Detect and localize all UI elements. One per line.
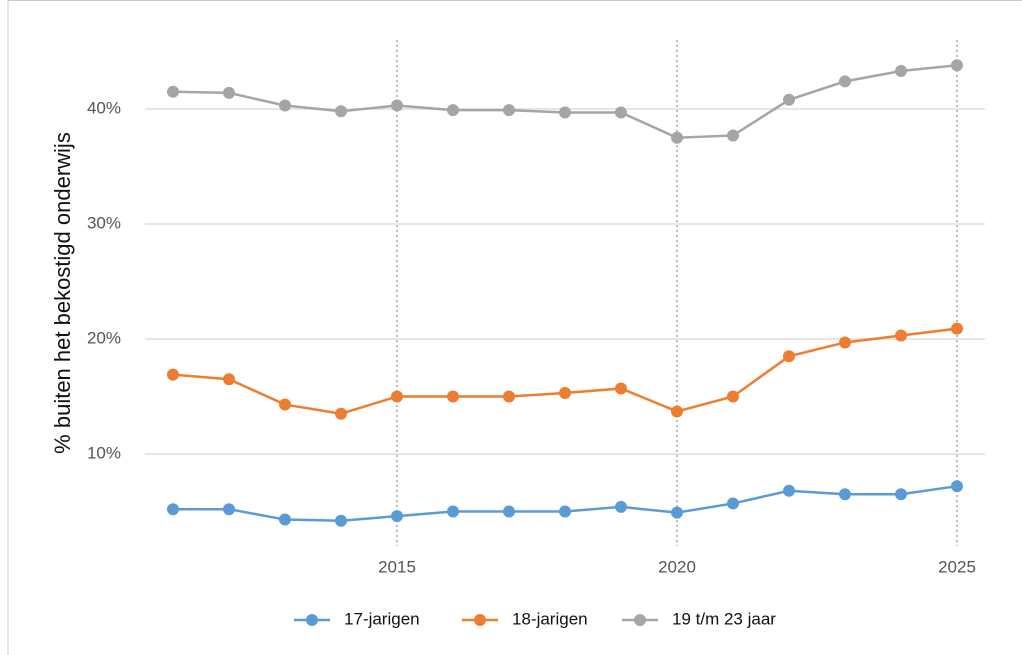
data-point (951, 322, 963, 335)
data-point (671, 405, 683, 418)
data-point (223, 86, 235, 99)
y-axis-label: % buiten het bekostigd onderwijs (50, 132, 75, 454)
data-point (391, 510, 403, 523)
frame (7, 0, 1022, 655)
data-point (279, 99, 291, 112)
data-point (727, 497, 739, 510)
data-point (335, 514, 347, 527)
data-point (615, 106, 627, 119)
data-point (559, 106, 571, 119)
data-point (503, 104, 515, 117)
legend-marker (634, 614, 646, 626)
data-point (559, 505, 571, 518)
data-point (223, 503, 235, 516)
data-point (279, 513, 291, 526)
data-point (727, 390, 739, 403)
data-point (727, 129, 739, 142)
data-point (951, 480, 963, 493)
data-point (895, 329, 907, 342)
data-point (839, 336, 851, 349)
data-point (839, 488, 851, 501)
data-point (167, 368, 179, 381)
data-point (671, 506, 683, 519)
data-point (895, 488, 907, 501)
data-point (783, 350, 795, 363)
data-point (335, 105, 347, 118)
legend-label: 19 t/m 23 jaar (672, 609, 776, 628)
data-point (279, 398, 291, 411)
data-point (335, 407, 347, 420)
data-point (167, 85, 179, 98)
data-point (503, 505, 515, 518)
legend-marker (474, 614, 486, 626)
data-point (447, 505, 459, 518)
data-point (783, 484, 795, 497)
data-point (839, 75, 851, 88)
y-tick-label: 10% (87, 443, 121, 462)
data-point (167, 503, 179, 516)
x-tick-label: 2015 (378, 557, 416, 576)
data-point (615, 500, 627, 513)
y-tick-label: 20% (87, 328, 121, 347)
data-point (447, 104, 459, 117)
data-point (391, 390, 403, 403)
data-point (447, 390, 459, 403)
data-point (223, 373, 235, 386)
series-line (172, 64, 958, 140)
y-tick-label: 40% (87, 98, 121, 117)
data-point (503, 390, 515, 403)
y-tick-label: 30% (87, 213, 121, 232)
data-point (615, 382, 627, 395)
data-point (783, 93, 795, 106)
data-point (951, 59, 963, 72)
data-point (895, 65, 907, 78)
x-tick-label: 2025 (938, 557, 976, 576)
legend-marker (306, 614, 318, 626)
x-tick-label: 2020 (658, 557, 696, 576)
data-point (391, 99, 403, 112)
legend-label: 17-jarigen (344, 609, 420, 628)
legend-label: 18-jarigen (512, 609, 588, 628)
data-point (671, 131, 683, 144)
data-point (559, 387, 571, 400)
